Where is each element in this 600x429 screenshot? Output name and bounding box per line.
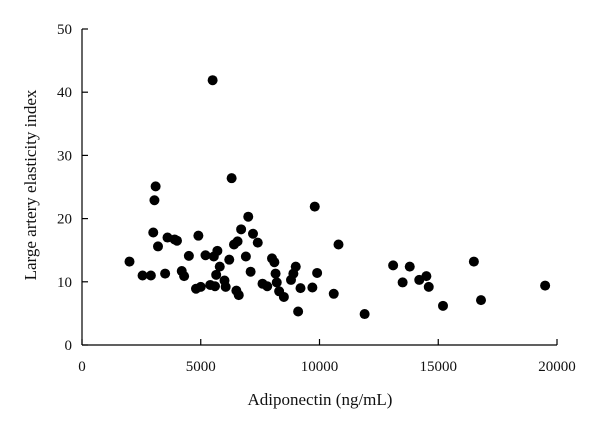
data-point xyxy=(309,201,320,212)
data-point xyxy=(333,239,344,250)
data-point xyxy=(195,281,206,292)
y-tick-label: 30 xyxy=(57,148,72,164)
x-tick-label: 5000 xyxy=(186,359,216,375)
data-point xyxy=(262,281,273,292)
data-point xyxy=(172,235,182,246)
data-point xyxy=(245,266,256,277)
data-point xyxy=(153,241,163,252)
data-point xyxy=(328,288,339,299)
data-point xyxy=(214,261,225,272)
y-tick-label: 40 xyxy=(57,85,72,101)
data-point xyxy=(137,270,148,281)
data-point xyxy=(220,281,231,292)
data-point xyxy=(397,277,408,288)
data-point xyxy=(148,227,159,238)
data-point xyxy=(438,300,448,311)
data-point xyxy=(224,254,235,265)
data-point xyxy=(200,250,211,261)
data-point xyxy=(243,211,254,222)
data-point xyxy=(233,290,244,301)
data-point xyxy=(278,291,289,302)
data-point xyxy=(269,257,280,268)
data-point xyxy=(359,309,370,320)
x-tick-label: 20000 xyxy=(538,359,576,375)
data-point xyxy=(183,250,194,261)
data-point xyxy=(236,224,247,235)
data-point xyxy=(232,236,243,247)
axes: 0 5000 10000 15000 20000 0 10 20 30 40 50 xyxy=(57,22,576,375)
data-point xyxy=(421,271,432,282)
data-point xyxy=(212,245,223,256)
x-tick-label: 15000 xyxy=(420,359,458,375)
x-axis-title: Adiponectin (ng/mL) xyxy=(248,390,393,409)
y-tick-label: 10 xyxy=(57,275,72,291)
x-tick-label: 10000 xyxy=(301,359,339,375)
y-tick-label: 0 xyxy=(65,338,73,354)
data-point xyxy=(312,267,323,278)
data-point xyxy=(290,261,301,272)
data-point xyxy=(240,251,251,262)
data-points xyxy=(124,75,551,320)
data-point xyxy=(295,283,306,294)
data-point xyxy=(179,271,190,282)
data-point xyxy=(270,268,281,279)
data-point xyxy=(124,256,135,267)
data-point xyxy=(293,306,304,317)
data-point xyxy=(193,230,204,241)
data-point xyxy=(207,75,218,86)
y-axis-title: Large artery elasticity index xyxy=(21,89,40,280)
data-point xyxy=(388,260,399,271)
data-point xyxy=(211,269,222,280)
data-point xyxy=(271,277,282,288)
data-point xyxy=(226,173,237,184)
data-point xyxy=(210,281,220,292)
data-point xyxy=(248,228,258,239)
data-point xyxy=(160,268,171,279)
data-point xyxy=(307,282,318,293)
data-point xyxy=(149,195,160,206)
data-point xyxy=(252,237,263,248)
data-point xyxy=(423,281,434,292)
data-point xyxy=(150,181,161,192)
y-tick-label: 20 xyxy=(57,212,72,228)
y-tick-label: 50 xyxy=(57,22,72,38)
data-point xyxy=(145,270,156,281)
data-point xyxy=(476,295,486,306)
data-point xyxy=(540,280,551,291)
data-point xyxy=(404,261,415,272)
data-point xyxy=(468,256,479,267)
x-tick-label: 0 xyxy=(78,359,86,375)
